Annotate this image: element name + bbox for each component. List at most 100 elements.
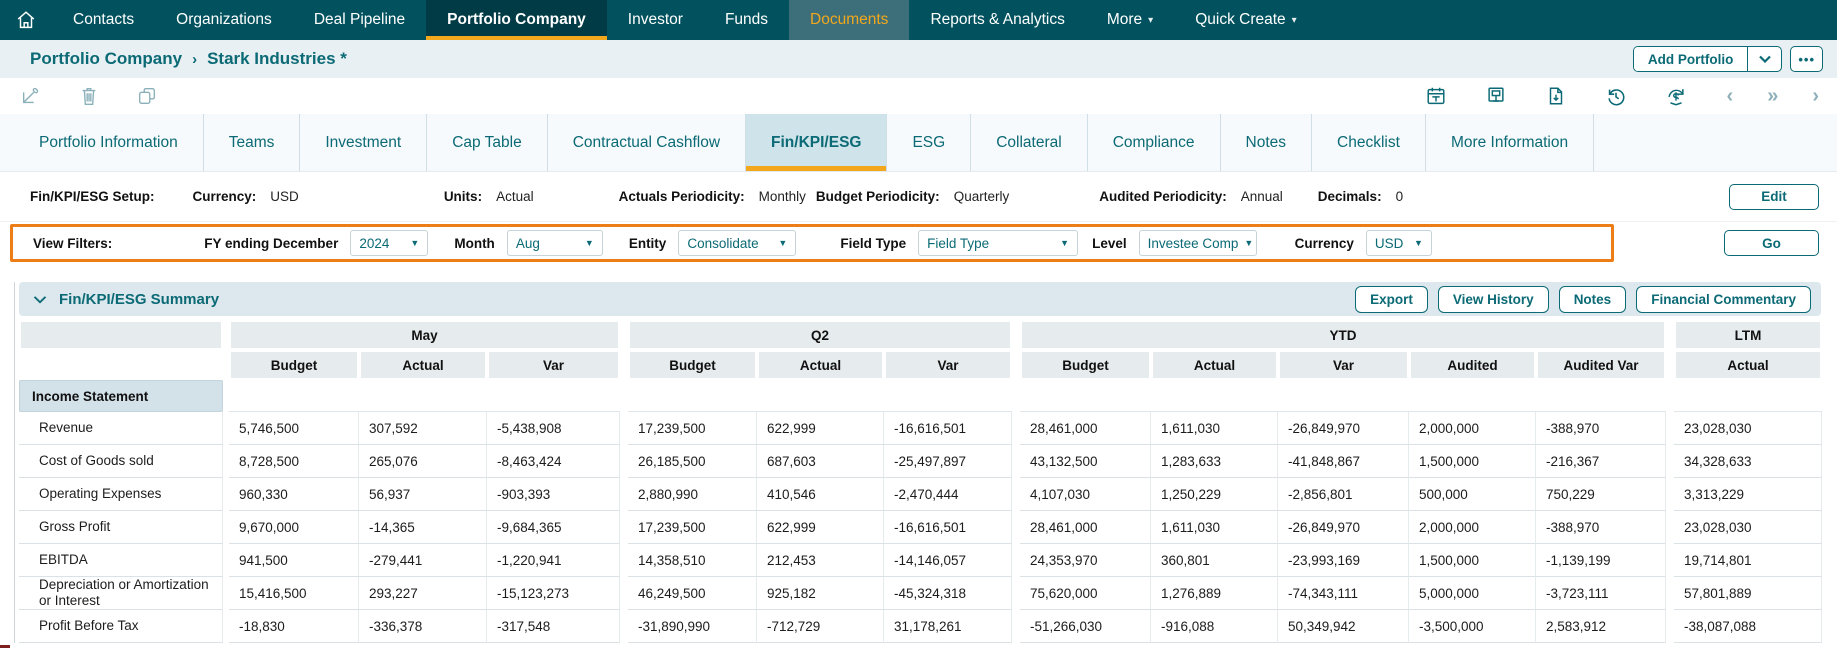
table-cell[interactable]: 1,276,889 — [1151, 577, 1278, 610]
table-cell[interactable]: -26,849,970 — [1278, 511, 1409, 544]
table-column-header[interactable]: Actual — [1151, 350, 1278, 380]
nav-item-contacts[interactable]: Contacts — [52, 0, 155, 40]
summary-collapse-toggle[interactable]: Fin/KPI/ESG Summary — [33, 291, 219, 308]
table-cell[interactable]: -15,123,273 — [487, 577, 620, 610]
table-cell[interactable]: 1,500,000 — [1409, 544, 1536, 577]
table-cell[interactable]: 57,801,889 — [1674, 577, 1822, 610]
tab-contractual-cashflow[interactable]: Contractual Cashflow — [548, 114, 746, 171]
table-cell[interactable]: 1,250,229 — [1151, 478, 1278, 511]
duplicate-icon[interactable] — [130, 83, 164, 109]
table-cell[interactable]: -216,367 — [1536, 445, 1666, 478]
table-cell[interactable]: 2,000,000 — [1409, 511, 1536, 544]
table-cell[interactable]: -31,890,990 — [628, 610, 757, 643]
view-history-button[interactable]: View History — [1438, 286, 1549, 313]
add-portfolio-caret-icon[interactable] — [1747, 47, 1781, 71]
nav-item-documents[interactable]: Documents — [789, 0, 909, 40]
table-cell[interactable]: -2,470,444 — [884, 478, 1012, 511]
table-column-header[interactable]: Var — [884, 350, 1012, 380]
calendar-icon[interactable] — [1419, 83, 1453, 109]
nav-item-quick-create[interactable]: Quick Create▾ — [1174, 0, 1317, 40]
table-cell[interactable]: -903,393 — [487, 478, 620, 511]
table-cell[interactable]: 750,229 — [1536, 478, 1666, 511]
table-cell[interactable]: 3,313,229 — [1674, 478, 1822, 511]
table-cell[interactable]: -388,970 — [1536, 412, 1666, 445]
home-icon[interactable] — [0, 0, 52, 40]
nav-item-more[interactable]: More▾ — [1086, 0, 1174, 40]
table-cell[interactable]: 56,937 — [359, 478, 487, 511]
table-cell[interactable]: 34,328,633 — [1674, 445, 1822, 478]
table-cell[interactable]: 17,239,500 — [628, 412, 757, 445]
financial-commentary-button[interactable]: Financial Commentary — [1636, 286, 1811, 313]
edit-icon[interactable] — [14, 83, 48, 109]
table-cell[interactable]: 31,178,261 — [884, 610, 1012, 643]
table-cell[interactable]: -2,856,801 — [1278, 478, 1409, 511]
table-cell[interactable]: 26,185,500 — [628, 445, 757, 478]
table-cell[interactable]: -8,463,424 — [487, 445, 620, 478]
table-cell[interactable]: -18,830 — [229, 610, 359, 643]
board-icon[interactable] — [1479, 83, 1513, 109]
table-cell[interactable]: 4,107,030 — [1020, 478, 1151, 511]
table-column-header[interactable]: Actual — [359, 350, 487, 380]
table-cell[interactable]: -23,993,169 — [1278, 544, 1409, 577]
table-cell[interactable]: 28,461,000 — [1020, 412, 1151, 445]
export-document-icon[interactable] — [1539, 83, 1573, 109]
chevron-right-icon[interactable]: › — [1812, 86, 1819, 106]
table-cell[interactable]: 941,500 — [229, 544, 359, 577]
table-cell[interactable]: 23,028,030 — [1674, 511, 1822, 544]
table-column-header[interactable]: Var — [1278, 350, 1409, 380]
table-cell[interactable]: 50,349,942 — [1278, 610, 1409, 643]
table-cell[interactable]: 75,620,000 — [1020, 577, 1151, 610]
history-icon[interactable] — [1599, 83, 1633, 109]
table-cell[interactable]: 360,801 — [1151, 544, 1278, 577]
table-cell[interactable]: -38,087,088 — [1674, 610, 1822, 643]
filter-select-currency[interactable]: USD▼ — [1366, 230, 1432, 256]
tab-more-information[interactable]: More Information — [1426, 114, 1594, 171]
table-cell[interactable]: -14,365 — [359, 511, 487, 544]
table-cell[interactable]: 5,000,000 — [1409, 577, 1536, 610]
table-column-header[interactable]: Audited — [1409, 350, 1536, 380]
add-portfolio-button[interactable]: Add Portfolio — [1634, 47, 1747, 71]
table-cell[interactable]: 1,611,030 — [1151, 511, 1278, 544]
table-cell[interactable]: -3,500,000 — [1409, 610, 1536, 643]
table-cell[interactable]: -25,497,897 — [884, 445, 1012, 478]
tab-notes[interactable]: Notes — [1221, 114, 1313, 171]
table-cell[interactable]: 14,358,510 — [628, 544, 757, 577]
table-cell[interactable]: -74,343,111 — [1278, 577, 1409, 610]
table-cell[interactable]: -9,684,365 — [487, 511, 620, 544]
table-cell[interactable]: 46,249,500 — [628, 577, 757, 610]
table-cell[interactable]: 28,461,000 — [1020, 511, 1151, 544]
table-cell[interactable]: 8,728,500 — [229, 445, 359, 478]
tab-compliance[interactable]: Compliance — [1088, 114, 1221, 171]
notes-button[interactable]: Notes — [1559, 286, 1627, 313]
breadcrumb-parent[interactable]: Portfolio Company — [30, 49, 182, 69]
table-cell[interactable]: 2,880,990 — [628, 478, 757, 511]
nav-item-reports-analytics[interactable]: Reports & Analytics — [909, 0, 1085, 40]
nav-item-deal-pipeline[interactable]: Deal Pipeline — [293, 0, 426, 40]
export-button[interactable]: Export — [1355, 286, 1428, 313]
table-cell[interactable]: 960,330 — [229, 478, 359, 511]
table-cell[interactable]: 5,746,500 — [229, 412, 359, 445]
edit-button[interactable]: Edit — [1729, 184, 1819, 210]
table-cell[interactable]: -14,146,057 — [884, 544, 1012, 577]
filter-select-fy-ending-december[interactable]: 2024▼ — [350, 230, 428, 256]
go-button[interactable]: Go — [1724, 230, 1819, 256]
table-column-header[interactable]: Actual — [1674, 350, 1822, 380]
tab-teams[interactable]: Teams — [204, 114, 301, 171]
filter-select-field-type[interactable]: Field Type▼ — [918, 230, 1078, 256]
table-cell[interactable]: -916,088 — [1151, 610, 1278, 643]
table-cell[interactable]: -5,438,908 — [487, 412, 620, 445]
table-cell[interactable]: -712,729 — [757, 610, 884, 643]
currency-refresh-icon[interactable] — [1659, 83, 1693, 109]
filter-select-level[interactable]: Investee Comp▼ — [1139, 230, 1257, 256]
tab-esg[interactable]: ESG — [887, 114, 971, 171]
nav-item-portfolio-company[interactable]: Portfolio Company — [426, 0, 607, 40]
table-cell[interactable]: 23,028,030 — [1674, 412, 1822, 445]
table-cell[interactable]: -41,848,867 — [1278, 445, 1409, 478]
table-cell[interactable]: 19,714,801 — [1674, 544, 1822, 577]
table-cell[interactable]: 622,999 — [757, 511, 884, 544]
table-cell[interactable]: 1,611,030 — [1151, 412, 1278, 445]
table-cell[interactable]: -16,616,501 — [884, 511, 1012, 544]
table-cell[interactable]: 1,500,000 — [1409, 445, 1536, 478]
table-cell[interactable]: -1,139,199 — [1536, 544, 1666, 577]
nav-item-investor[interactable]: Investor — [607, 0, 704, 40]
